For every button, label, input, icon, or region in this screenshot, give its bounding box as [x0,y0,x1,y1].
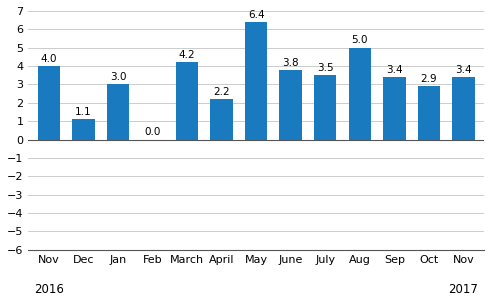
Text: 2017: 2017 [448,283,478,296]
Text: 3.0: 3.0 [110,72,126,82]
Text: 5.0: 5.0 [352,36,368,46]
Text: 2.2: 2.2 [214,87,230,97]
Bar [417,86,440,140]
Text: 0.0: 0.0 [144,127,161,137]
Bar [349,48,371,140]
Bar [107,85,129,140]
Bar [38,66,60,140]
Text: 1.1: 1.1 [75,107,92,117]
Text: 2016: 2016 [34,283,64,296]
Bar [452,77,475,140]
Bar [279,70,302,140]
Bar [245,22,268,140]
Text: 2.9: 2.9 [420,74,437,84]
Bar [383,77,406,140]
Bar [72,119,95,140]
Bar [176,63,198,140]
Bar [314,75,336,140]
Bar [211,99,233,140]
Text: 3.4: 3.4 [386,65,403,75]
Text: 3.4: 3.4 [455,65,472,75]
Text: 3.8: 3.8 [282,58,299,68]
Text: 4.2: 4.2 [179,50,195,60]
Text: 6.4: 6.4 [248,10,265,20]
Text: 4.0: 4.0 [41,54,57,64]
Text: 3.5: 3.5 [317,63,333,73]
